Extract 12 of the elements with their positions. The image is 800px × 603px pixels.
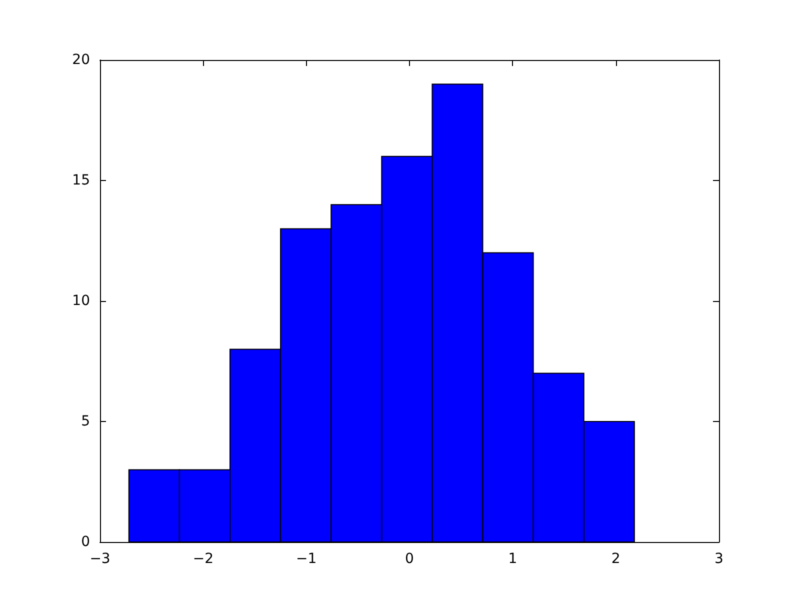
- x-tick-label: −2: [192, 551, 214, 567]
- y-tick-label: 0: [81, 534, 90, 550]
- y-tick-label: 20: [72, 52, 90, 68]
- x-tick-label: 0: [405, 551, 414, 567]
- y-tick-label: 5: [81, 414, 90, 430]
- y-tick-label: 15: [72, 172, 90, 188]
- x-tick-label: −1: [296, 551, 317, 567]
- x-tick-label: −3: [90, 551, 110, 567]
- x-tick-label: 1: [508, 551, 518, 567]
- y-tick-label: 10: [72, 293, 90, 309]
- x-tick-label: 3: [714, 551, 724, 567]
- x-tick-label: 2: [611, 551, 620, 567]
